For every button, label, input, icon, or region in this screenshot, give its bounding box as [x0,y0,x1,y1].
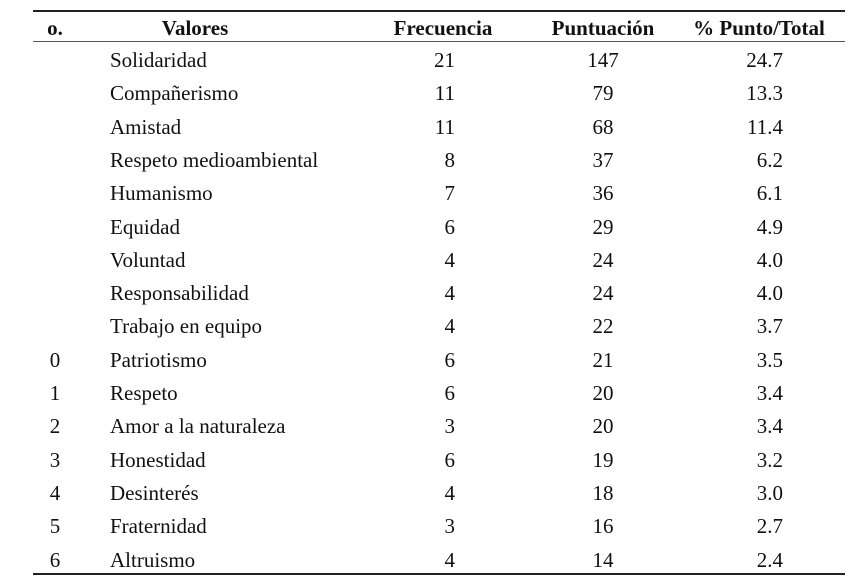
header-puntuacion: Puntuación [551,16,655,40]
cell-frecuencia: 4 [444,480,456,505]
cell-puntuacion: 79 [592,81,614,106]
cell-frecuencia: 4 [444,547,456,572]
table-header: o. Valores Frecuencia Puntuación % Punto… [33,10,845,40]
cell-no: 2 [49,414,61,439]
cell-porcentaje: 2.4 [756,547,783,572]
cell-puntuacion: 14 [592,547,614,572]
table-row: 4 Desinterés 4 18 3.0 [33,477,845,510]
cell-frecuencia: 8 [444,147,456,172]
table-row: Equidad 6 29 4.9 [33,211,845,244]
cell-porcentaje: 3.4 [756,381,783,405]
cell-porcentaje: 13.3 [746,81,783,106]
cell-valor: Honestidad [110,447,206,472]
table-row: 5 Fraternidad 3 16 2.7 [33,510,845,543]
cell-porcentaje: 3.0 [756,480,783,505]
cell-frecuencia: 4 [444,281,456,306]
cell-frecuencia: 11 [434,81,455,106]
cell-valor: Desinterés [110,480,199,505]
cell-no: 4 [49,480,61,505]
top-rule [33,10,845,12]
cell-porcentaje: 4.0 [756,281,783,306]
cell-puntuacion: 29 [592,214,614,239]
cell-frecuencia: 6 [444,381,456,405]
cell-frecuencia: 6 [444,447,456,472]
cell-puntuacion: 37 [592,147,614,172]
cell-frecuencia: 11 [434,114,455,139]
cell-porcentaje: 2.7 [756,514,783,539]
table-row: 6 Altruismo 4 14 2.4 [33,544,845,577]
cell-valor: Equidad [110,214,180,239]
cell-porcentaje: 4.0 [756,247,783,272]
cell-valor: Voluntad [110,247,186,272]
cell-porcentaje: 3.2 [756,447,783,472]
cell-porcentaje: 3.7 [756,314,783,339]
table-row: Trabajo en equipo 4 22 3.7 [33,310,845,343]
cell-frecuencia: 3 [444,414,456,439]
cell-frecuencia: 6 [444,347,456,372]
cell-valor: Solidaridad [110,48,207,72]
cell-frecuencia: 7 [444,181,456,206]
cell-puntuacion: 18 [592,480,614,505]
header-frecuencia: Frecuencia [393,16,493,40]
cell-porcentaje: 11.4 [747,114,783,139]
cell-valor: Amor a la naturaleza [110,414,286,439]
header-rule [33,41,845,42]
cell-frecuencia: 21 [434,48,455,72]
header-valores: Valores [161,16,229,40]
table-row: Respeto medioambiental 8 37 6.2 [33,144,845,177]
cell-puntuacion: 22 [592,314,614,339]
cell-puntuacion: 24 [592,247,614,272]
cell-puntuacion: 19 [592,447,614,472]
header-porcentaje: % Punto/Total [693,16,825,40]
table-row: Amistad 11 68 11.4 [33,111,845,144]
cell-puntuacion: 16 [592,514,614,539]
table-row: 2 Amor a la naturaleza 3 20 3.4 [33,410,845,443]
table-row: 0 Patriotismo 6 21 3.5 [33,344,845,377]
table-row: Solidaridad 21 147 24.7 [33,44,845,77]
header-no: o. [47,16,63,40]
cell-porcentaje: 3.4 [756,414,783,439]
cell-puntuacion: 21 [592,347,614,372]
cell-no: 5 [49,514,61,539]
cell-puntuacion: 36 [592,181,614,206]
table-row: Voluntad 4 24 4.0 [33,244,845,277]
cell-puntuacion: 24 [592,281,614,306]
cell-puntuacion: 68 [592,114,614,139]
cell-no: 6 [49,547,61,572]
cell-porcentaje: 24.7 [746,48,783,72]
cell-puntuacion: 20 [592,381,614,405]
cell-no: 1 [49,381,61,405]
cell-valor: Altruismo [110,547,196,572]
table-row: 3 Honestidad 6 19 3.2 [33,444,845,477]
cell-puntuacion: 20 [592,414,614,439]
cell-valor: Compañerismo [110,81,239,106]
cell-valor: Amistad [110,114,182,139]
cell-porcentaje: 6.2 [756,147,783,172]
cell-valor: Respeto medioambiental [110,147,319,172]
cell-valor: Fraternidad [110,514,207,539]
cell-porcentaje: 6.1 [756,181,783,206]
cell-valor: Trabajo en equipo [110,314,263,339]
cell-valor: Patriotismo [110,347,207,372]
cell-valor: Respeto [110,381,178,405]
cell-valor: Responsabilidad [110,281,249,306]
cell-no: 0 [49,347,61,372]
cell-frecuencia: 6 [444,214,456,239]
table-row: Humanismo 7 36 6.1 [33,177,845,210]
cell-porcentaje: 3.5 [756,347,783,372]
cell-frecuencia: 4 [444,314,456,339]
cell-puntuacion: 147 [587,48,619,72]
cell-valor: Humanismo [110,181,213,206]
cell-frecuencia: 4 [444,247,456,272]
cell-porcentaje: 4.9 [756,214,783,239]
cell-no: 3 [49,447,61,472]
table-row: 1 Respeto 6 20 3.4 [33,377,845,410]
cell-frecuencia: 3 [444,514,456,539]
table-row: Compañerismo 11 79 13.3 [33,77,845,110]
bottom-rule [33,573,845,575]
table-row: Responsabilidad 4 24 4.0 [33,277,845,310]
